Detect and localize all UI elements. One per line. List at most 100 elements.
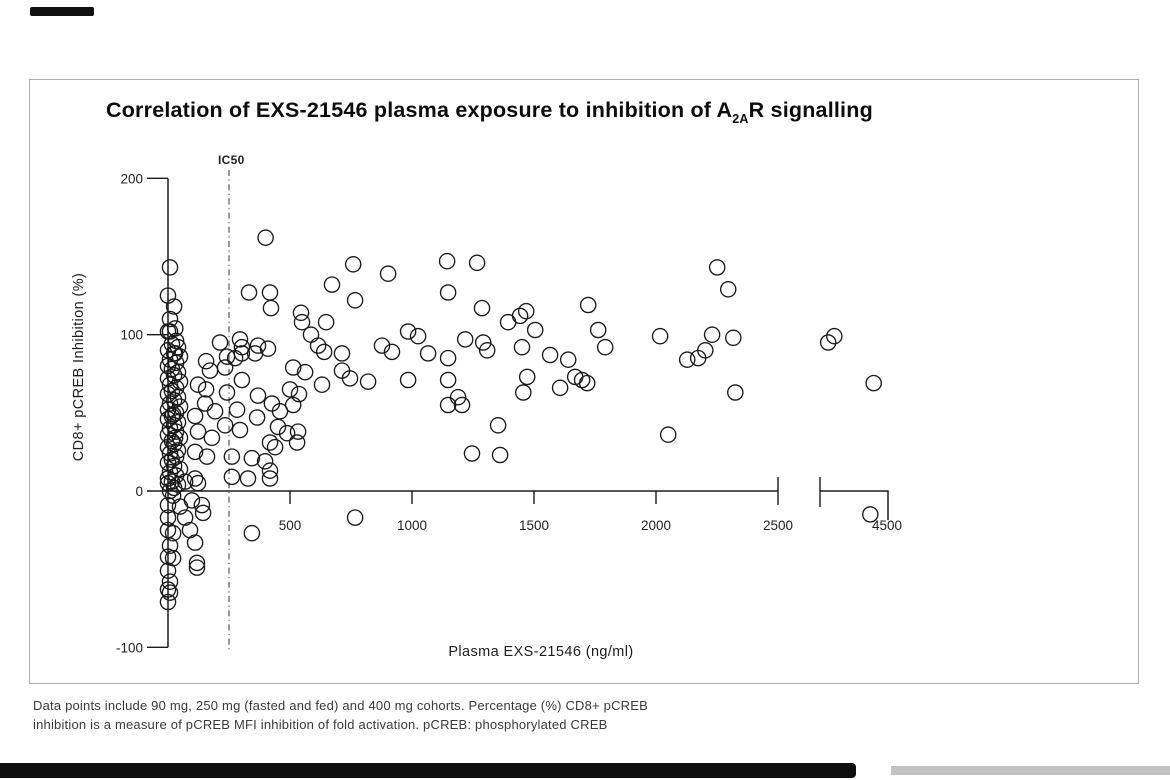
data-point — [573, 371, 591, 389]
data-point — [161, 259, 179, 276]
data-point — [161, 573, 179, 590]
data-point — [865, 374, 882, 392]
data-point — [189, 474, 207, 492]
data-point — [449, 388, 467, 406]
y-tick-label: 100 — [120, 328, 143, 343]
data-point — [189, 423, 207, 440]
data-point — [231, 421, 249, 439]
data-point — [223, 448, 241, 465]
data-point — [579, 296, 597, 314]
data-point — [589, 321, 607, 339]
data-point — [284, 359, 302, 376]
data-point — [526, 321, 544, 339]
ic50-annotation-label: IC50 — [218, 153, 245, 167]
data-point — [198, 448, 216, 465]
data-point — [233, 371, 251, 389]
data-point — [474, 334, 492, 351]
data-point — [203, 429, 221, 447]
data-point — [193, 496, 211, 514]
footnote: Data points include 90 mg, 250 mg (faste… — [33, 696, 648, 734]
data-point — [439, 396, 457, 414]
data-point — [438, 252, 456, 270]
data-point — [288, 434, 306, 451]
data-point — [161, 310, 179, 328]
data-point — [399, 371, 417, 389]
data-point — [183, 492, 201, 509]
data-point — [257, 229, 274, 246]
data-point — [478, 342, 496, 359]
data-point — [315, 343, 333, 361]
data-point — [261, 462, 279, 479]
data-point — [171, 498, 189, 515]
data-point — [228, 401, 246, 418]
data-point — [491, 446, 509, 464]
data-point — [453, 396, 471, 414]
x-tick-label: 2000 — [641, 518, 671, 533]
footnote-line-2: inhibition is a measure of pCREB MFI inh… — [33, 717, 608, 732]
data-point — [176, 473, 194, 490]
data-point — [292, 304, 310, 322]
data-point — [159, 593, 177, 611]
data-point — [719, 281, 737, 298]
data-point — [165, 298, 183, 315]
data-point — [346, 509, 364, 526]
data-point — [197, 381, 215, 398]
data-point — [223, 468, 241, 486]
data-point — [296, 363, 314, 381]
data-point — [578, 374, 596, 392]
data-point — [439, 284, 457, 301]
data-point — [161, 584, 179, 601]
data-point — [383, 343, 401, 361]
data-point — [159, 509, 177, 526]
x-tick-label: 1500 — [519, 518, 549, 533]
data-point — [165, 392, 183, 409]
data-point — [399, 323, 417, 340]
x-tick-label: 2500 — [763, 518, 793, 533]
data-point — [346, 292, 364, 309]
chart-title-subscript: 2A — [732, 112, 749, 126]
data-point — [261, 470, 279, 487]
data-point — [211, 334, 229, 351]
data-point — [161, 323, 179, 340]
data-point — [409, 327, 427, 345]
data-point — [499, 313, 517, 331]
data-point — [266, 438, 284, 456]
data-point — [359, 373, 377, 390]
data-point — [293, 313, 311, 331]
data-point — [216, 417, 234, 434]
data-point — [163, 407, 181, 425]
data-point — [167, 332, 185, 350]
data-point — [159, 581, 177, 598]
footnote-line-1: Data points include 90 mg, 250 mg (faste… — [33, 698, 648, 713]
data-point — [284, 396, 302, 414]
data-point — [678, 351, 696, 368]
data-point — [262, 299, 280, 317]
data-point — [517, 302, 535, 320]
chart-title-post: R signalling — [748, 98, 873, 122]
data-point — [261, 284, 279, 301]
data-point — [278, 424, 296, 442]
data-point — [249, 387, 267, 404]
data-point — [439, 349, 457, 367]
data-point — [725, 329, 742, 347]
data-point — [239, 470, 257, 487]
y-tick-label: -100 — [116, 640, 143, 655]
data-point — [243, 449, 261, 467]
data-point — [269, 418, 287, 436]
chart-title-pre: Correlation of EXS-21546 plasma exposure… — [106, 98, 733, 122]
data-point — [541, 346, 559, 364]
data-point — [489, 417, 507, 434]
data-point — [261, 434, 279, 451]
x-axis-line-after-break — [820, 490, 889, 520]
redaction-bar-bottom — [0, 763, 856, 778]
data-point — [862, 506, 879, 523]
data-point — [196, 395, 214, 412]
data-point — [290, 385, 308, 403]
data-point — [317, 313, 335, 331]
data-point — [596, 338, 614, 356]
data-point — [419, 345, 437, 362]
redaction-bar-top-left — [30, 7, 94, 16]
data-point — [159, 287, 177, 304]
data-point — [518, 368, 536, 386]
